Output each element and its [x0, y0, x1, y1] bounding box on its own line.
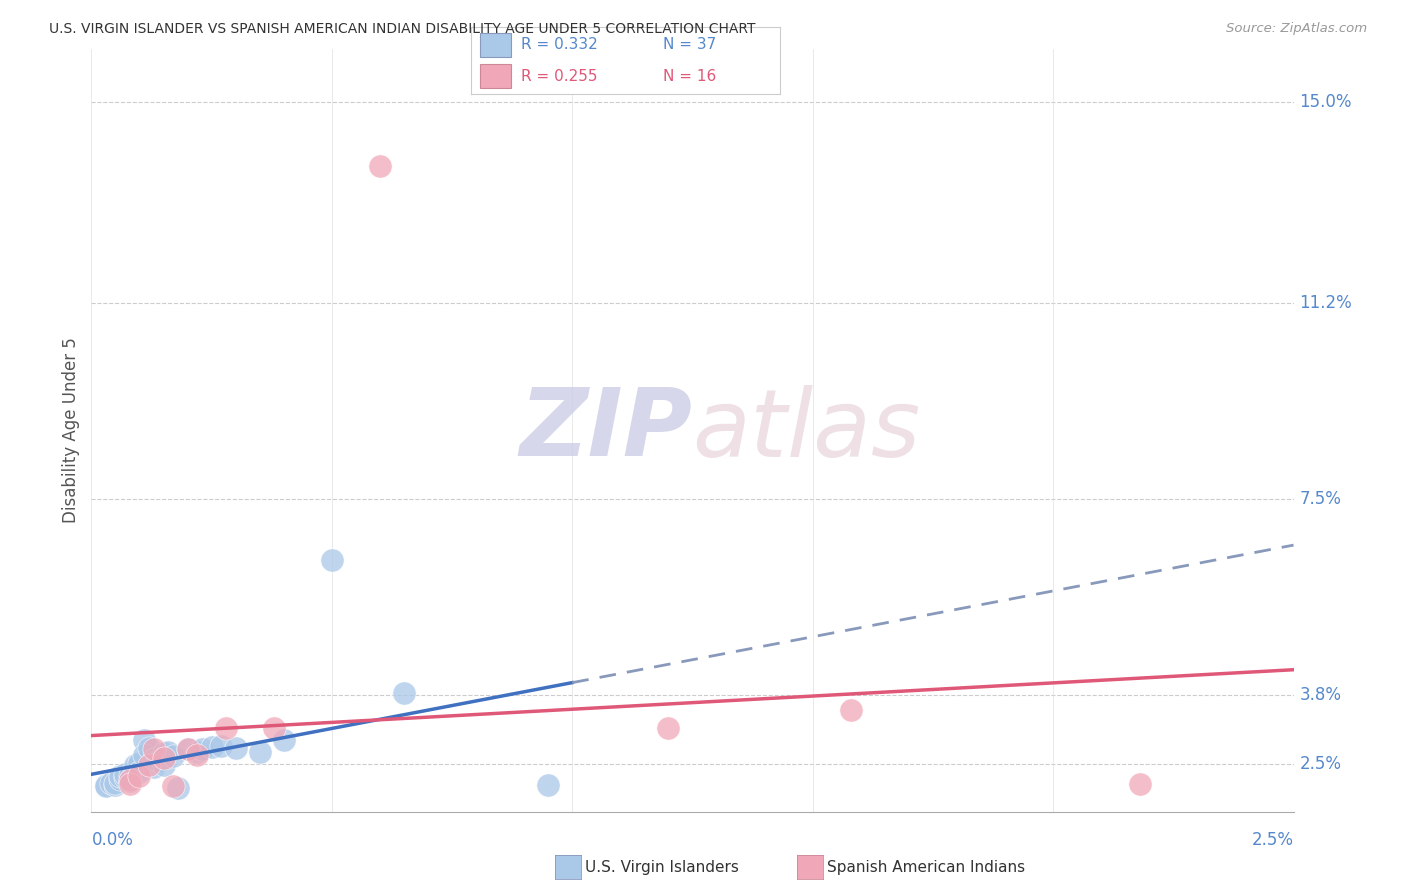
Text: 7.5%: 7.5% [1299, 491, 1341, 508]
Point [157, 746, 180, 760]
Point [124, 758, 146, 772]
Point [138, 741, 160, 756]
Point [104, 775, 127, 789]
Point [167, 780, 190, 795]
Point [118, 772, 141, 787]
FancyBboxPatch shape [481, 64, 512, 88]
Point [100, 775, 122, 789]
Point [110, 772, 132, 786]
Text: R = 0.255: R = 0.255 [520, 69, 598, 84]
Point [392, 685, 415, 699]
Point [1129, 777, 1152, 791]
Text: N = 16: N = 16 [662, 69, 716, 84]
Point [186, 746, 208, 760]
Text: 2.5%: 2.5% [1299, 755, 1341, 773]
Point [124, 762, 146, 776]
Text: ZIP: ZIP [520, 384, 692, 476]
Text: U.S. VIRGIN ISLANDER VS SPANISH AMERICAN INDIAN DISABILITY AGE UNDER 5 CORRELATI: U.S. VIRGIN ISLANDER VS SPANISH AMERICAN… [49, 22, 755, 37]
Point [839, 703, 862, 717]
Point [162, 749, 184, 764]
Point [138, 758, 160, 772]
Text: U.S. Virgin Islanders: U.S. Virgin Islanders [585, 860, 738, 874]
Point [537, 778, 560, 792]
Point [209, 739, 232, 753]
FancyBboxPatch shape [481, 33, 512, 57]
Point [118, 777, 141, 791]
Point [94, 778, 117, 792]
Text: 11.2%: 11.2% [1299, 294, 1353, 312]
Point [142, 752, 165, 766]
Point [263, 721, 285, 735]
Y-axis label: Disability Age Under 5: Disability Age Under 5 [62, 337, 80, 524]
Point [249, 746, 271, 760]
Point [657, 721, 679, 735]
Point [134, 733, 156, 747]
Text: R = 0.332: R = 0.332 [520, 37, 598, 53]
Point [215, 721, 238, 735]
Point [273, 733, 295, 747]
Point [114, 766, 136, 780]
Point [94, 780, 117, 794]
Point [321, 553, 343, 567]
Point [118, 767, 141, 781]
Point [134, 747, 156, 762]
Point [191, 742, 214, 756]
Point [118, 774, 141, 789]
Point [128, 756, 150, 770]
Point [201, 740, 224, 755]
Point [104, 778, 127, 792]
Text: 2.5%: 2.5% [1251, 830, 1294, 849]
Text: N = 37: N = 37 [662, 37, 716, 53]
Text: Source: ZipAtlas.com: Source: ZipAtlas.com [1226, 22, 1367, 36]
Point [186, 747, 208, 762]
Point [152, 758, 174, 772]
Point [128, 769, 150, 783]
Point [162, 780, 184, 794]
Point [142, 742, 165, 756]
Point [176, 742, 198, 756]
Point [148, 755, 170, 769]
Point [128, 764, 150, 779]
Point [114, 770, 136, 784]
Point [176, 742, 198, 756]
Point [225, 741, 247, 756]
Point [110, 769, 132, 783]
Text: 15.0%: 15.0% [1299, 93, 1353, 111]
Point [142, 760, 165, 774]
Point [110, 818, 132, 832]
Point [152, 747, 174, 761]
Point [152, 750, 174, 764]
Text: atlas: atlas [692, 384, 921, 476]
Text: 3.8%: 3.8% [1299, 686, 1341, 704]
Text: Spanish American Indians: Spanish American Indians [827, 860, 1025, 874]
Text: 0.0%: 0.0% [91, 830, 134, 849]
Point [368, 159, 391, 173]
